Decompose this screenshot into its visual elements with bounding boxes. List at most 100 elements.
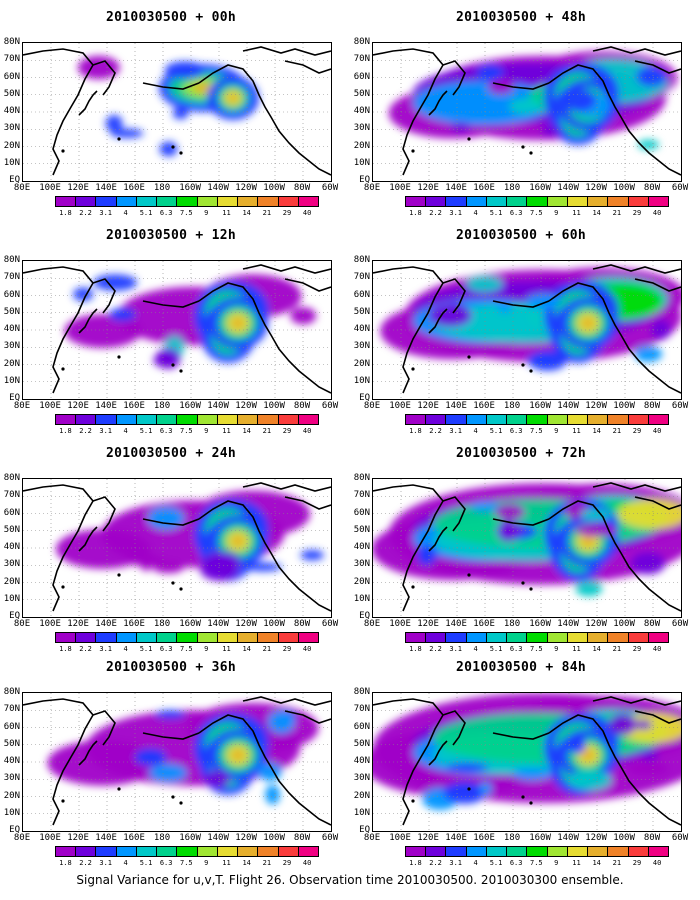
longitude-label: 80E: [363, 183, 381, 193]
colorbar-label: 4: [123, 209, 128, 217]
variance-contour: [413, 81, 553, 125]
colorbar-swatch: [527, 847, 548, 856]
variance-contour: [228, 93, 238, 103]
colorbar-swatch: [278, 197, 299, 206]
island: [411, 367, 415, 371]
variance-contour: [526, 354, 552, 368]
latitude-label: EQ: [359, 611, 370, 621]
coastline: [548, 500, 681, 612]
variance-contour: [580, 508, 612, 521]
colorbar-swatch: [177, 633, 198, 642]
longitude-label: 160E: [473, 833, 495, 843]
latitude-label: 20N: [3, 140, 20, 151]
variance-contour: [192, 83, 214, 93]
colorbar-swatch: [56, 847, 77, 856]
longitude-label: 80E: [13, 401, 31, 411]
latitude-label: 50N: [353, 306, 370, 317]
colorbar-label: 14: [592, 645, 601, 653]
longitude-label: 60W: [321, 401, 339, 411]
variance-contour: [200, 558, 239, 581]
variance-contour: [487, 78, 514, 95]
colorbar-label: 1.8: [409, 209, 422, 217]
variance-contour: [243, 562, 283, 572]
island: [171, 145, 175, 149]
colorbar-swatch: [278, 415, 299, 424]
colorbar-swatch: [507, 197, 528, 206]
longitude-label: 140E: [445, 619, 467, 629]
colorbar-label: 11: [222, 645, 231, 653]
colorbar-label: 2.2: [79, 859, 92, 867]
variance-contour: [232, 317, 244, 329]
variance-contour: [508, 98, 541, 115]
longitude-label: 100W: [613, 833, 635, 843]
variance-field: [64, 274, 317, 369]
colorbar-label: 1.8: [409, 645, 422, 653]
latitude-label: 10N: [353, 807, 370, 818]
latitude-label: 20N: [3, 358, 20, 369]
colorbar-label: 2.2: [429, 859, 442, 867]
longitude-label: 80W: [643, 619, 661, 629]
colorbar-label: 4: [473, 427, 478, 435]
variance-contour: [93, 274, 138, 291]
colorbar-swatch: [588, 847, 609, 856]
colorbar-label: 7.5: [180, 645, 193, 653]
panel-title: 2010030500 + 72h: [456, 446, 587, 461]
latitude-label: 70N: [353, 490, 370, 501]
colorbar-swatch: [466, 197, 487, 206]
colorbar-swatch: [56, 197, 77, 206]
variance-field: [47, 702, 319, 805]
colorbar-swatch: [486, 847, 508, 856]
latitude-label: 70N: [3, 490, 20, 501]
variance-contour: [445, 762, 489, 772]
longitude-label: 140E: [445, 401, 467, 411]
colorbar-label: 6.3: [159, 645, 173, 653]
longitude-label: 120W: [585, 833, 607, 843]
longitude-label: 60W: [321, 183, 339, 193]
latitude-label: EQ: [359, 825, 370, 835]
panel-title: 2010030500 + 24h: [106, 446, 237, 461]
latitude-label: 70N: [353, 704, 370, 715]
colorbar-swatch: [96, 197, 117, 206]
coastline: [198, 282, 331, 394]
island: [521, 581, 525, 585]
latitude-label: 30N: [353, 559, 370, 570]
colorbar-swatch: [507, 633, 528, 642]
colorbar: [405, 632, 669, 643]
colorbar-swatch: [76, 197, 97, 206]
colorbar-label: 11: [572, 427, 581, 435]
longitude-label: 160E: [473, 619, 495, 629]
colorbar-label: 4: [123, 859, 128, 867]
variance-contour: [267, 710, 295, 734]
longitude-label: 100E: [39, 183, 61, 193]
longitude-label: 100E: [39, 833, 61, 843]
colorbar: [55, 632, 319, 643]
colorbar: [405, 846, 669, 857]
latitude-label: 10N: [353, 593, 370, 604]
variance-field: [55, 490, 324, 581]
colorbar-label: 29: [282, 645, 292, 653]
colorbar-swatch: [648, 415, 669, 424]
coastline: [92, 710, 116, 746]
colorbar-swatch: [608, 197, 629, 206]
latitude-label: 10N: [353, 157, 370, 168]
variance-contour: [639, 749, 659, 761]
colorbar-swatch: [238, 847, 259, 856]
longitude-label: 140E: [445, 833, 467, 843]
colorbar-swatch: [76, 633, 97, 642]
colorbar-swatch: [278, 633, 299, 642]
longitude-label: 160W: [179, 619, 201, 629]
colorbar-label: 40: [302, 645, 312, 653]
variance-contour: [204, 770, 231, 788]
colorbar-swatch: [217, 197, 239, 206]
coastline: [284, 710, 331, 724]
coastline: [23, 484, 94, 612]
island: [179, 587, 183, 591]
colorbar-swatch: [628, 847, 649, 856]
latitude-label: 40N: [3, 324, 20, 334]
latitude-label: 20N: [353, 790, 370, 801]
colorbar-label: 21: [612, 645, 622, 653]
longitude-label: 60W: [671, 833, 689, 843]
latitude-label: 20N: [353, 576, 370, 587]
variance-contour: [232, 535, 244, 547]
latitude-label: 30N: [353, 123, 370, 134]
